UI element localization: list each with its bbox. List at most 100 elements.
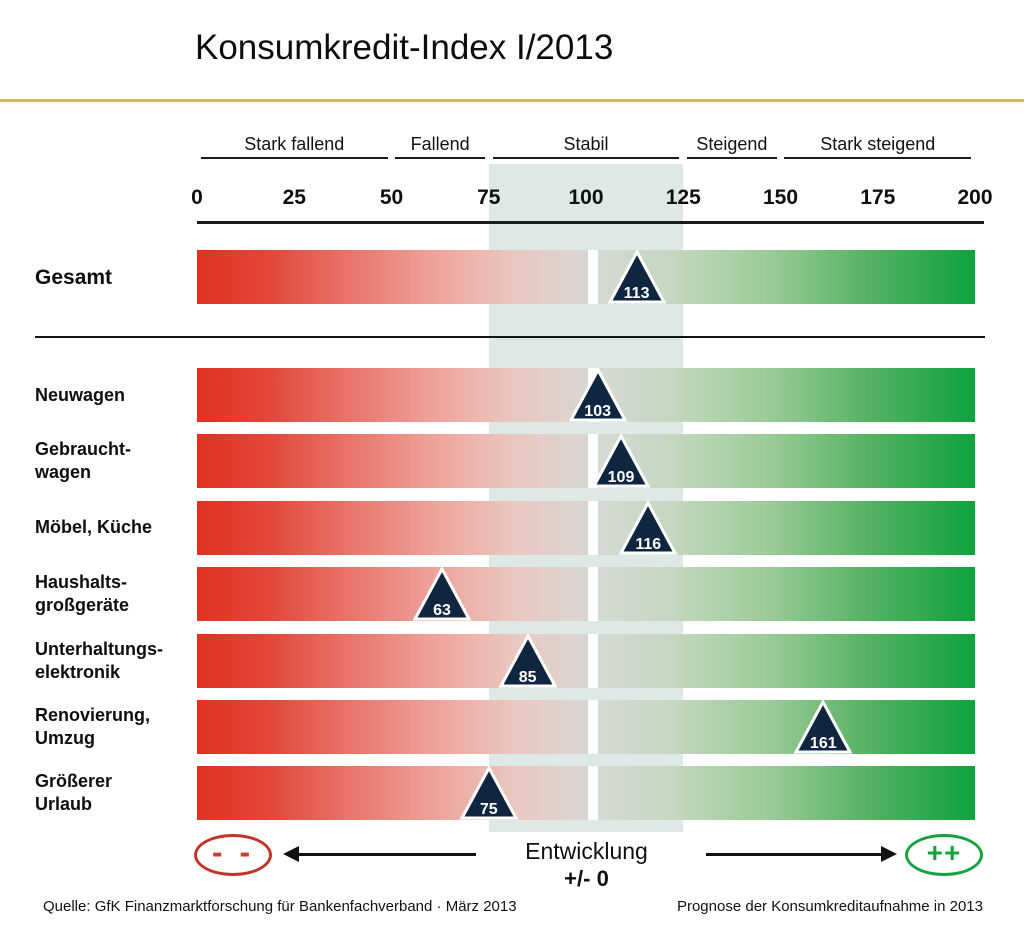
zone-underline (492, 157, 680, 159)
axis-tick-label: 125 (665, 186, 701, 209)
row-label: Größerer Urlaub (35, 766, 193, 820)
forecast-note: Prognose der Konsumkreditaufnahme in 201… (676, 898, 983, 915)
bar-positive-segment (597, 633, 975, 688)
bar-negative-segment (197, 766, 588, 821)
row-label-line: wagen (35, 462, 92, 483)
bar-negative-segment (197, 500, 588, 555)
index-scale-bar: 161 (197, 699, 975, 755)
gesamt-section-divider (35, 336, 985, 338)
row-label-line: Neuwagen (35, 384, 126, 405)
row-label-line: Größerer (35, 771, 113, 792)
index-scale-bar: 63 (197, 566, 975, 622)
axis-tick-label: 175 (860, 186, 896, 209)
arrow-right-icon (881, 846, 897, 862)
bar-midpoint-gap (587, 567, 598, 622)
marker-value: 75 (479, 801, 498, 819)
index-scale-bar: 116 (197, 499, 975, 556)
value-marker: 75 (459, 765, 519, 821)
chart-row: Unterhaltungs-elektronik 85 (0, 632, 1024, 689)
row-label: Gebraucht-wagen (35, 434, 193, 488)
axis-tick-label: 75 (477, 186, 501, 209)
row-label-line: Unterhaltungs- (35, 638, 163, 659)
zone-label: Stark steigend (820, 134, 936, 154)
bar-negative-segment (197, 250, 588, 304)
index-scale-bar: 75 (197, 765, 975, 821)
row-label-line: Möbel, Küche (35, 517, 153, 538)
bar-negative-segment (197, 368, 588, 422)
bar-midpoint-gap (587, 500, 598, 555)
zone-label: Steigend (696, 134, 768, 154)
row-label: Möbel, Küche (35, 501, 193, 555)
index-scale-bar: 109 (197, 433, 975, 489)
bar-positive-segment (597, 368, 975, 422)
value-marker: 113 (607, 249, 667, 305)
index-scale-bar: 103 (197, 367, 975, 423)
zone-underline (200, 157, 388, 159)
negative-badge-label: - - (211, 834, 255, 870)
row-label: Gesamt (35, 250, 193, 304)
negative-badge: - - (194, 834, 272, 876)
page-title: Konsumkredit-Index I/2013 (195, 28, 614, 67)
axis-tick-label: 0 (191, 186, 203, 209)
row-label-line: Urlaub (35, 794, 93, 815)
bar-positive-segment (597, 766, 975, 821)
bar-negative-segment (197, 567, 588, 622)
row-label: Haushalts-großgeräte (35, 567, 193, 621)
bar-positive-segment (597, 434, 975, 489)
marker-value: 109 (607, 469, 635, 487)
bar-positive-segment (597, 567, 975, 622)
zone-underline (395, 157, 485, 159)
row-label-line: Haushalts- (35, 572, 128, 593)
marker-triangle-icon (568, 367, 628, 422)
row-label: Unterhaltungs-elektronik (35, 634, 193, 688)
bar-midpoint-gap (587, 700, 598, 754)
value-marker: 109 (591, 433, 651, 489)
marker-triangle-icon (618, 499, 678, 555)
legend-center-label: Entwicklung (525, 838, 648, 864)
row-label-line: elektronik (35, 661, 121, 682)
row-label-line: Gesamt (35, 265, 113, 289)
axis-tick-label: 150 (762, 186, 799, 209)
row-label-line: Renovierung, (35, 705, 151, 725)
axis-tick-label: 25 (282, 186, 306, 209)
arrow-left-icon (283, 846, 299, 862)
bar-midpoint-gap (587, 766, 598, 821)
chart-row: Gebraucht-wagen 109 (0, 433, 1024, 489)
value-marker: 161 (793, 699, 853, 755)
legend-center-sublabel: +/- 0 (564, 866, 609, 891)
positive-badge-label: ++ (926, 837, 962, 868)
row-label: Neuwagen (35, 368, 193, 422)
axis-tick-label: 200 (957, 186, 993, 209)
chart-row: Größerer Urlaub 75 (0, 765, 1024, 821)
bar-negative-segment (197, 700, 588, 754)
x-axis-line (197, 221, 985, 224)
value-marker: 103 (568, 367, 628, 423)
zone-label: Stark fallend (244, 134, 345, 154)
row-label-line: Umzug (35, 728, 95, 748)
value-marker: 116 (618, 499, 678, 556)
zone-label: Stabil (563, 134, 609, 154)
row-label-line: großgeräte (35, 595, 130, 616)
marker-triangle-icon (412, 566, 472, 621)
marker-triangle-icon (498, 632, 558, 688)
positive-badge: ++ (905, 834, 983, 876)
marker-triangle-icon (793, 699, 853, 754)
arrow-left-shaft (297, 853, 476, 856)
chart-row: Haushalts-großgeräte 63 (0, 566, 1024, 622)
zone-underline (784, 157, 972, 159)
chart-row: Möbel, Küche 116 (0, 499, 1024, 556)
marker-value: 63 (433, 602, 451, 620)
value-marker: 63 (412, 566, 472, 622)
marker-value: 113 (623, 285, 650, 302)
title-divider-line (0, 99, 1024, 102)
chart-row: Gesamt 113 (0, 249, 1024, 305)
marker-value: 85 (518, 668, 537, 686)
bar-midpoint-gap (587, 633, 598, 688)
marker-value: 116 (635, 535, 662, 553)
arrow-right-shaft (706, 853, 882, 856)
value-marker: 85 (498, 632, 558, 689)
chart-row: Renovierung, Umzug 161 (0, 699, 1024, 755)
bar-negative-segment (197, 434, 588, 489)
marker-value: 161 (809, 735, 837, 752)
